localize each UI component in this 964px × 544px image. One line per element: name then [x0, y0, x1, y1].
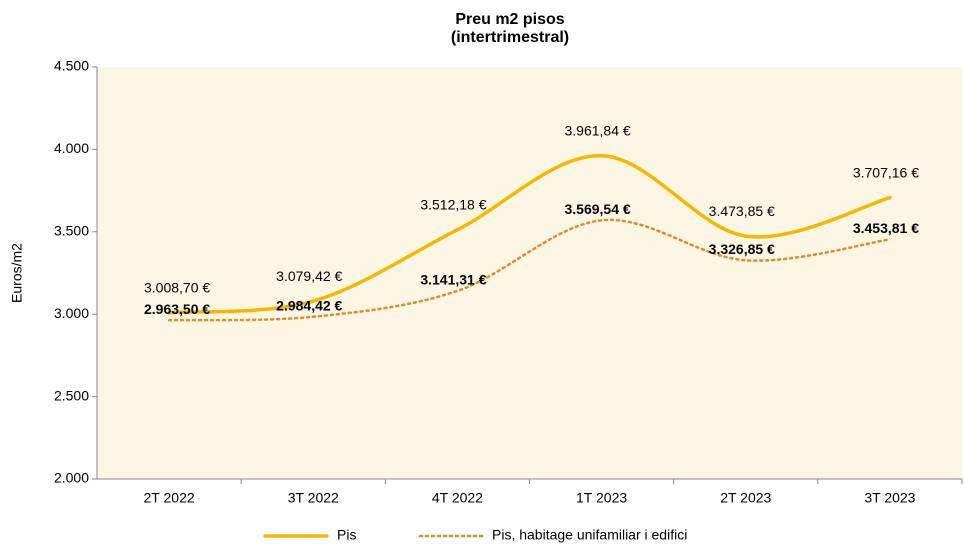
data-label: 2.984,42 €: [276, 297, 342, 313]
legend-label: Pis, habitage unifamiliar i edifici: [492, 527, 687, 543]
x-tick-label: 4T 2022: [432, 490, 483, 506]
y-tick-label: 3.000: [54, 305, 89, 321]
x-tick-label: 3T 2023: [864, 490, 915, 506]
data-label: 3.079,42 €: [276, 268, 342, 284]
y-axis-label: Euros/m2: [9, 243, 25, 303]
y-tick-label: 4.000: [54, 140, 89, 156]
data-label: 3.512,18 €: [420, 196, 486, 212]
x-tick-label: 1T 2023: [576, 490, 627, 506]
data-label: 3.569,54 €: [564, 201, 630, 217]
data-label: 3.141,31 €: [420, 272, 486, 288]
chart-title: Preu m2 pisos: [455, 11, 564, 28]
data-label: 3.473,85 €: [709, 203, 775, 219]
series-line: [167, 153, 892, 315]
data-label: 3.453,81 €: [853, 220, 919, 236]
data-label: 3.008,70 €: [144, 279, 210, 295]
chart-subtitle: (intertrimestral): [451, 29, 569, 46]
data-label: 3.707,16 €: [853, 164, 919, 180]
data-label: 3.326,85 €: [709, 241, 775, 257]
series-line: [167, 218, 892, 322]
x-tick-label: 3T 2022: [288, 490, 339, 506]
data-label: 2.963,50 €: [144, 301, 210, 317]
data-label: 3.961,84 €: [564, 122, 630, 138]
plot-area: [97, 67, 962, 479]
x-tick-label: 2T 2022: [144, 490, 195, 506]
y-tick-label: 2.500: [54, 387, 89, 403]
legend-label: Pis: [337, 527, 356, 543]
y-tick-label: 3.500: [54, 223, 89, 239]
y-tick-label: 2.000: [54, 470, 89, 486]
y-tick-label: 4.500: [54, 58, 89, 74]
x-tick-label: 2T 2023: [720, 490, 771, 506]
